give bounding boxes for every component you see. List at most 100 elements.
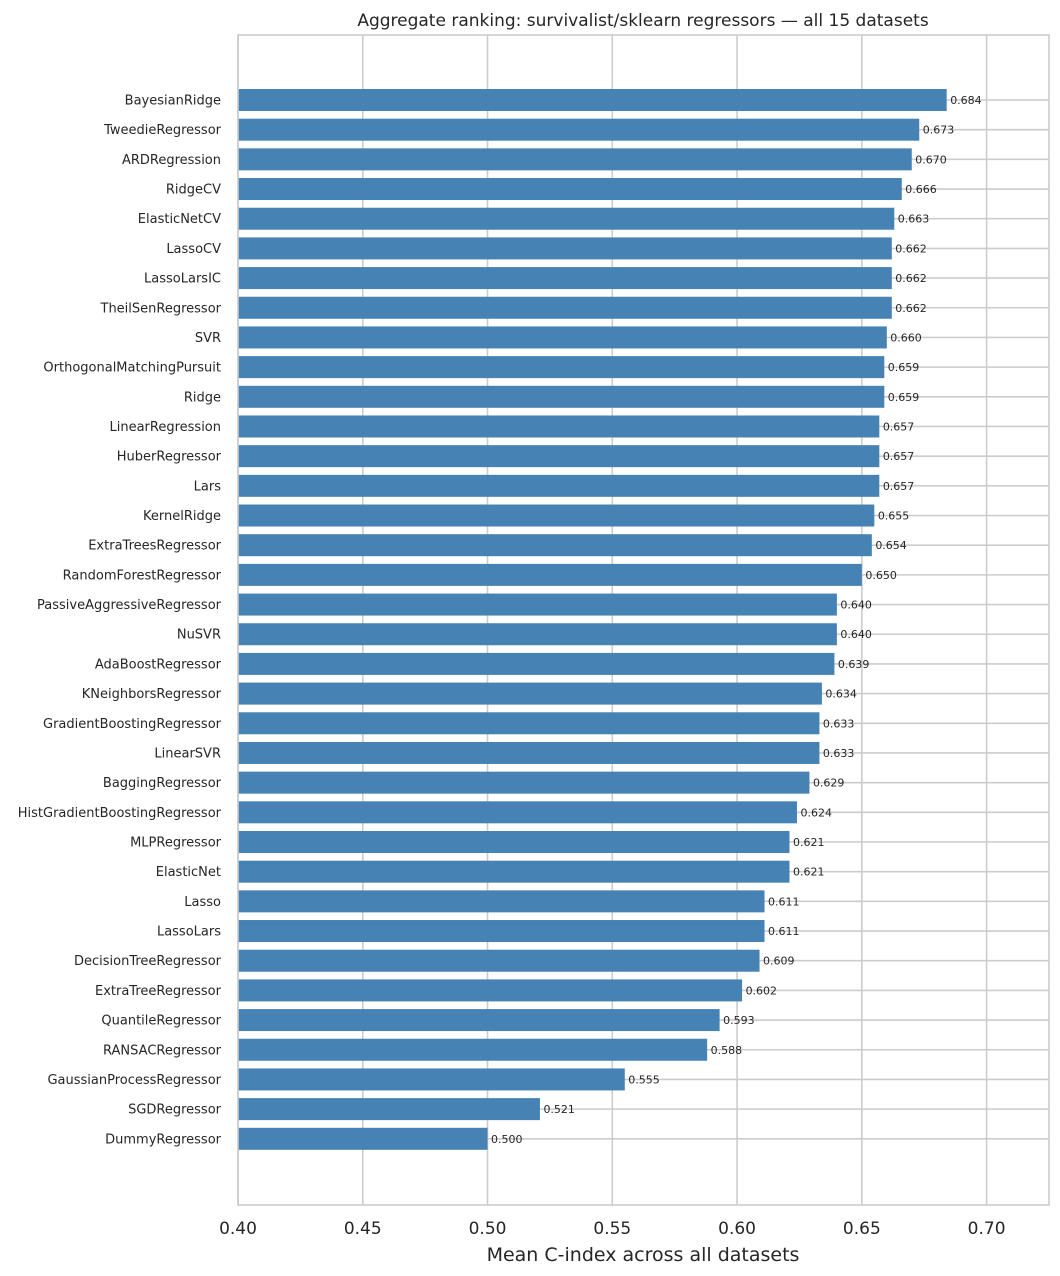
category-label: ExtraTreesRegressor [88, 539, 221, 554]
category-label: SVR [195, 331, 221, 346]
bar [238, 890, 765, 913]
category-label: Lasso [184, 895, 221, 910]
category-label: LassoLars [157, 925, 221, 940]
bar [238, 1068, 625, 1091]
category-label: LinearRegression [109, 420, 221, 435]
category-label: OrthogonalMatchingPursuit [43, 361, 221, 376]
category-label: DummyRegressor [105, 1132, 222, 1147]
bar [238, 563, 862, 586]
bar [238, 534, 872, 557]
value-label: 0.555 [628, 1073, 660, 1086]
bar [238, 652, 835, 675]
value-label: 0.639 [838, 658, 870, 671]
bar [238, 356, 885, 379]
bar [238, 623, 837, 646]
value-label: 0.624 [800, 806, 832, 819]
value-label: 0.662 [895, 242, 927, 255]
value-label: 0.655 [878, 510, 910, 523]
category-label: HuberRegressor [117, 450, 222, 465]
category-label: MLPRegressor [130, 836, 222, 851]
bars-group [238, 89, 947, 1150]
category-label: RandomForestRegressor [63, 568, 222, 583]
category-label: KNeighborsRegressor [82, 687, 222, 702]
bar [238, 1098, 540, 1121]
value-label: 0.593 [723, 1014, 755, 1027]
value-label: 0.602 [746, 984, 778, 997]
bar [238, 920, 765, 943]
value-label: 0.657 [883, 420, 915, 433]
x-tick-labels: 0.40 0.45 0.50 0.55 0.60 0.65 0.70 [219, 1219, 1005, 1239]
value-label: 0.666 [905, 183, 937, 196]
category-label: AdaBoostRegressor [95, 657, 222, 672]
x-tick-label: 0.55 [593, 1219, 631, 1239]
category-label: BayesianRidge [125, 94, 221, 109]
value-label: 0.660 [890, 331, 922, 344]
bar [238, 148, 912, 171]
bar [238, 237, 892, 260]
category-label: BaggingRegressor [103, 776, 222, 791]
bar [238, 445, 880, 468]
bar [238, 860, 790, 883]
category-label: GaussianProcessRegressor [47, 1073, 221, 1088]
category-label: SGDRegressor [128, 1103, 222, 1118]
x-tick-label: 0.60 [718, 1219, 756, 1239]
value-label: 0.621 [793, 836, 825, 849]
bar [238, 1038, 708, 1061]
chart-title: Aggregate ranking: survivalist/sklearn r… [357, 11, 929, 31]
value-label: 0.670 [915, 153, 947, 166]
category-label: ARDRegression [122, 153, 221, 168]
category-label: RANSACRegressor [103, 1043, 222, 1058]
bar [238, 831, 790, 853]
value-label: 0.650 [865, 569, 897, 582]
x-tick-label: 0.40 [219, 1219, 257, 1239]
bar [238, 1009, 720, 1032]
category-label: DecisionTreeRegressor [74, 954, 222, 969]
value-label: 0.657 [883, 480, 915, 493]
value-label: 0.657 [883, 450, 915, 463]
bar [238, 979, 743, 1002]
value-label: 0.521 [543, 1103, 575, 1116]
x-tick-label: 0.50 [469, 1219, 507, 1239]
bar [238, 801, 797, 824]
bar [238, 178, 902, 201]
bar [238, 385, 885, 408]
category-label: LassoLarsIC [144, 272, 221, 287]
category-label: RidgeCV [166, 183, 221, 198]
value-label: 0.663 [898, 213, 930, 226]
bar [238, 741, 820, 764]
value-label: 0.662 [895, 272, 927, 285]
category-label: Ridge [184, 390, 221, 405]
value-label: 0.654 [875, 539, 907, 552]
value-label: 0.659 [888, 361, 920, 374]
value-label: 0.633 [823, 717, 855, 730]
bar [238, 267, 892, 290]
value-label: 0.633 [823, 747, 855, 760]
bar [238, 712, 820, 735]
category-label: ElasticNetCV [138, 212, 221, 227]
value-label: 0.673 [923, 124, 955, 137]
bar [238, 326, 887, 349]
value-label: 0.640 [840, 599, 872, 612]
bar [238, 296, 892, 319]
value-label: 0.629 [813, 777, 845, 790]
value-label: 0.659 [888, 391, 920, 404]
bar [238, 771, 810, 794]
x-tick-label: 0.65 [843, 1219, 881, 1239]
category-label: TheilSenRegressor [100, 301, 222, 316]
bar [238, 118, 920, 141]
bar [238, 89, 947, 111]
category-label: HistGradientBoostingRegressor [18, 806, 222, 821]
bar [238, 207, 895, 230]
value-label: 0.621 [793, 866, 825, 879]
value-label: 0.640 [840, 628, 872, 641]
bar [238, 593, 837, 616]
plot-frame [237, 34, 1050, 1206]
x-tick-label: 0.70 [968, 1219, 1006, 1239]
value-label: 0.611 [768, 895, 800, 908]
x-axis-label: Mean C-index across all datasets [487, 1244, 800, 1266]
category-label: GradientBoostingRegressor [43, 717, 222, 732]
value-label: 0.662 [895, 302, 927, 315]
bar [238, 682, 822, 705]
category-label: NuSVR [177, 628, 221, 643]
